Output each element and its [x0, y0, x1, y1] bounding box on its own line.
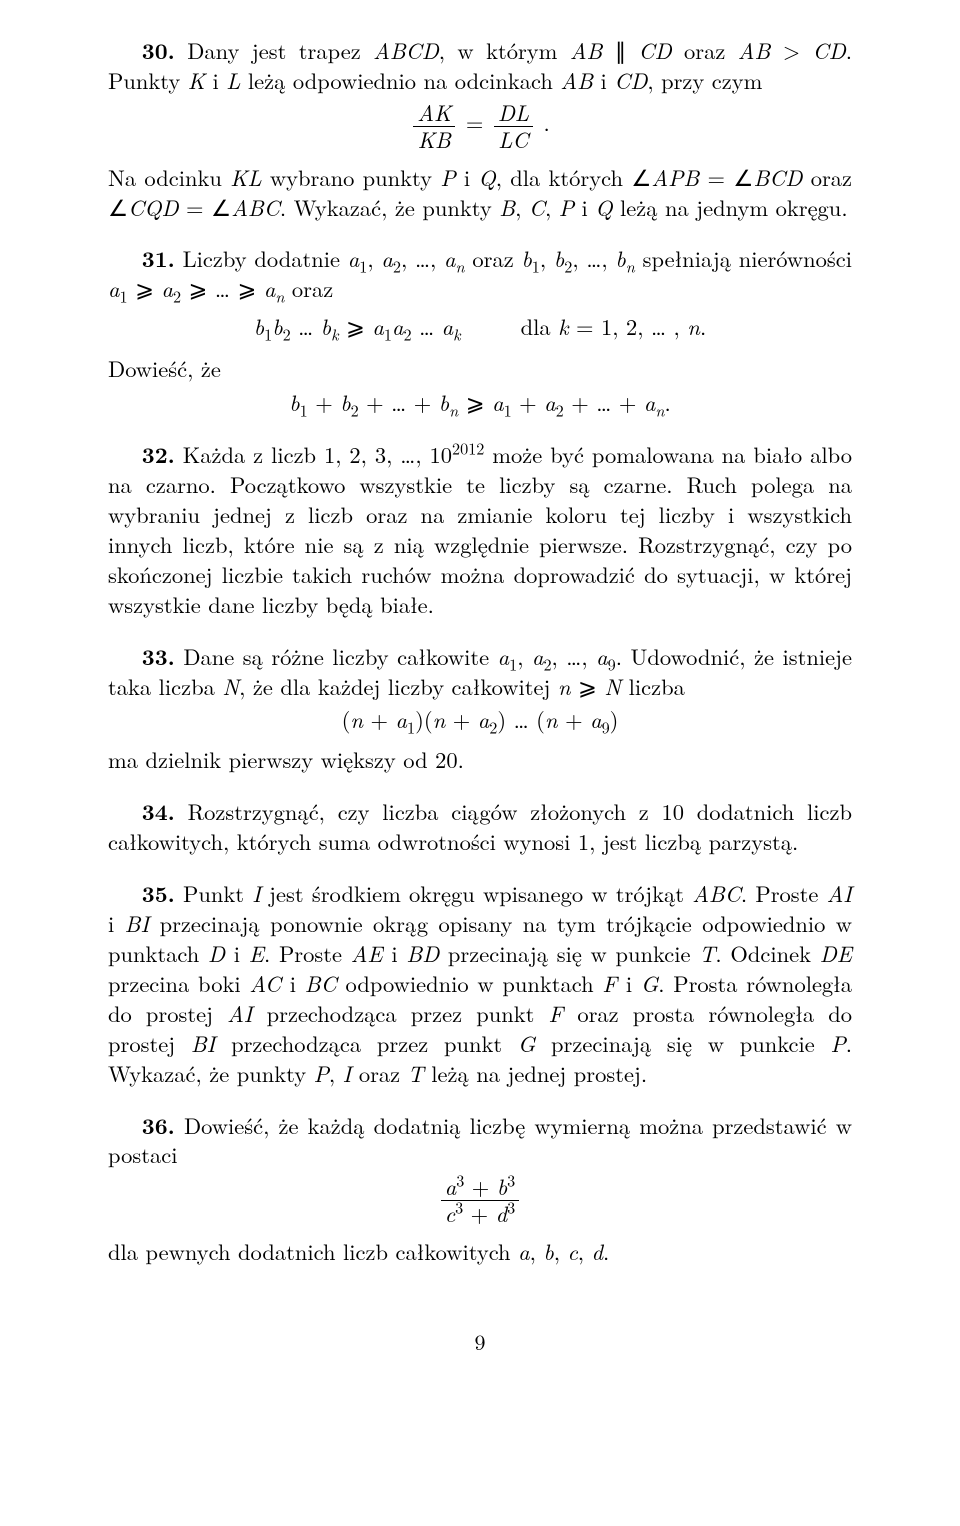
- problem-34-text: Rozstrzygnąć, czy liczba ciągów złożonyc…: [108, 795, 852, 857]
- problem-36-fraction: a3 + b3 c3 + d3: [108, 1174, 852, 1227]
- problem-33-para2: ma dzielnik pierwszy większy od 20.: [108, 745, 852, 775]
- frac-den: LC: [494, 127, 533, 153]
- problem-31-display: b1b2 … bk a1a2 … ak dla k = 1, 2, … , n.: [108, 312, 852, 342]
- problem-number: 34.: [142, 795, 175, 827]
- problem-35: 35. Punkt I jest środkiem okręgu wpisane…: [108, 879, 852, 1088]
- problem-32-text: Każda z liczb 1, 2, 3, …, 102012 może by…: [108, 438, 852, 620]
- equals: =: [466, 106, 491, 138]
- problem-30-para1: 30. Dany jest trapez ABCD, w którym AB C…: [108, 36, 852, 96]
- frac-den: c3 + d3: [441, 1201, 520, 1227]
- problem-31-para1: 31. Liczby dodatnie a1, a2, …, an oraz b…: [108, 244, 852, 304]
- problem-35-text: Punkt I jest środkiem okręgu wpisanego w…: [108, 877, 852, 1089]
- page-number: 9: [108, 1327, 852, 1356]
- problem-33-display: (n + a1)(n + a2) … (n + a9): [108, 705, 852, 735]
- problem-31-ineq-right: dla k = 1, 2, … , n.: [521, 312, 707, 342]
- problem-32: 32. Każda z liczb 1, 2, 3, …, 102012 moż…: [108, 440, 852, 620]
- problem-34: 34. Rozstrzygnąć, czy liczba ciągów złoż…: [108, 797, 852, 857]
- problem-31-ineq-left: b1b2 … bk a1a2 … ak: [254, 312, 461, 342]
- problem-30-para2: Na odcinku KL wybrano punkty P i Q, dla …: [108, 163, 852, 223]
- problem-number: 30.: [142, 34, 175, 66]
- problem-number: 33.: [142, 640, 175, 672]
- problem-30-fraction: AKKB = DLLC .: [108, 100, 852, 153]
- document-page: 30. Dany jest trapez ABCD, w którym AB C…: [0, 0, 960, 1526]
- problem-31-text: Liczby dodatnie a1, a2, …, an oraz b1, b…: [108, 242, 852, 304]
- problem-30-text1: Dany jest trapez ABCD, w którym AB CD or…: [108, 34, 852, 96]
- problem-33-text1: Dane są różne liczby całkowite a1, a2, ……: [108, 640, 852, 702]
- problem-36-para1: 36. Dowieść, że każdą dodatnią liczbę wy…: [108, 1111, 852, 1171]
- problem-number: 36.: [142, 1109, 175, 1141]
- frac-den: KB: [413, 127, 455, 153]
- period: .: [543, 106, 549, 138]
- problem-number: 35.: [142, 877, 175, 909]
- problem-31-final: b1 + b2 + … + bn a1 + a2 + … + an.: [108, 388, 852, 418]
- problem-number: 31.: [142, 242, 175, 274]
- problem-33-para1: 33. Dane są różne liczby całkowite a1, a…: [108, 642, 852, 702]
- problem-number: 32.: [142, 438, 175, 470]
- problem-36-text1: Dowieść, że każdą dodatnią liczbę wymier…: [108, 1109, 852, 1171]
- problem-36-para2: dla pewnych dodatnich liczb całkowitych …: [108, 1237, 852, 1267]
- problem-31-prove: Dowieść, że: [108, 354, 852, 384]
